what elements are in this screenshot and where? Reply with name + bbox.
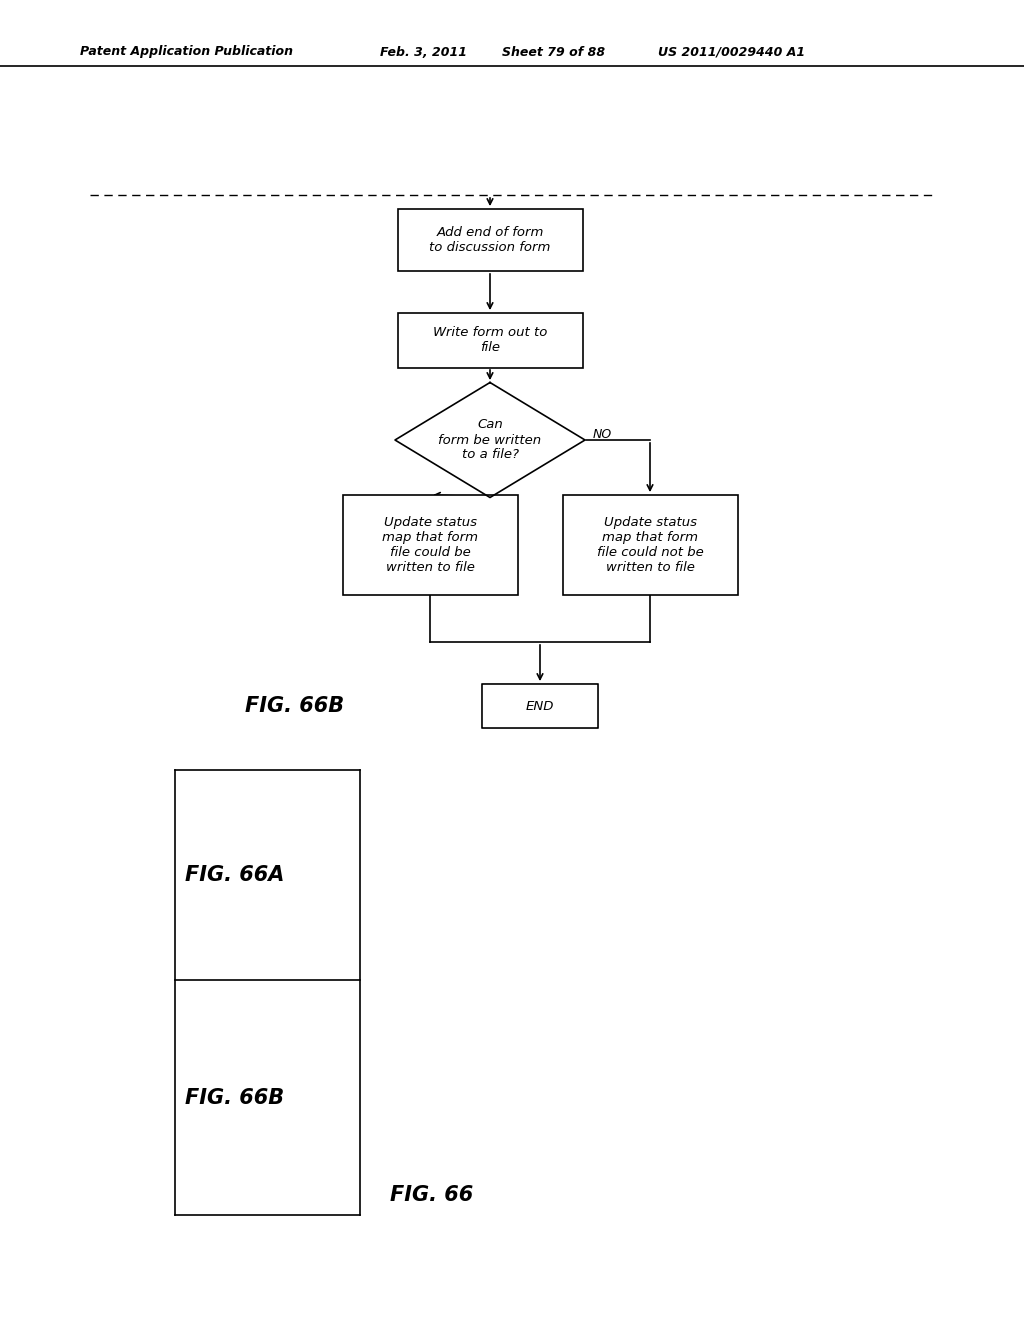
Text: FIG. 66A: FIG. 66A (185, 865, 285, 884)
Polygon shape (395, 383, 585, 498)
Text: Update status
map that form
file could be
written to file: Update status map that form file could b… (382, 516, 478, 574)
Text: Feb. 3, 2011: Feb. 3, 2011 (380, 45, 467, 58)
Text: Update status
map that form
file could not be
written to file: Update status map that form file could n… (597, 516, 703, 574)
FancyBboxPatch shape (482, 684, 598, 729)
Text: US 2011/0029440 A1: US 2011/0029440 A1 (658, 45, 805, 58)
Text: Write form out to
file: Write form out to file (433, 326, 547, 354)
Text: FIG. 66: FIG. 66 (390, 1185, 473, 1205)
Text: Add end of form
to discussion form: Add end of form to discussion form (429, 226, 551, 253)
Text: NO: NO (593, 428, 612, 441)
FancyBboxPatch shape (562, 495, 737, 595)
Text: FIG. 66B: FIG. 66B (246, 696, 344, 715)
FancyBboxPatch shape (397, 313, 583, 367)
Text: Can
form be written
to a file?: Can form be written to a file? (438, 418, 542, 462)
FancyBboxPatch shape (397, 209, 583, 271)
Text: END: END (525, 700, 554, 713)
Text: YES: YES (403, 510, 426, 521)
Text: Patent Application Publication: Patent Application Publication (80, 45, 293, 58)
Text: Sheet 79 of 88: Sheet 79 of 88 (502, 45, 605, 58)
FancyBboxPatch shape (342, 495, 517, 595)
Text: FIG. 66B: FIG. 66B (185, 1088, 284, 1107)
